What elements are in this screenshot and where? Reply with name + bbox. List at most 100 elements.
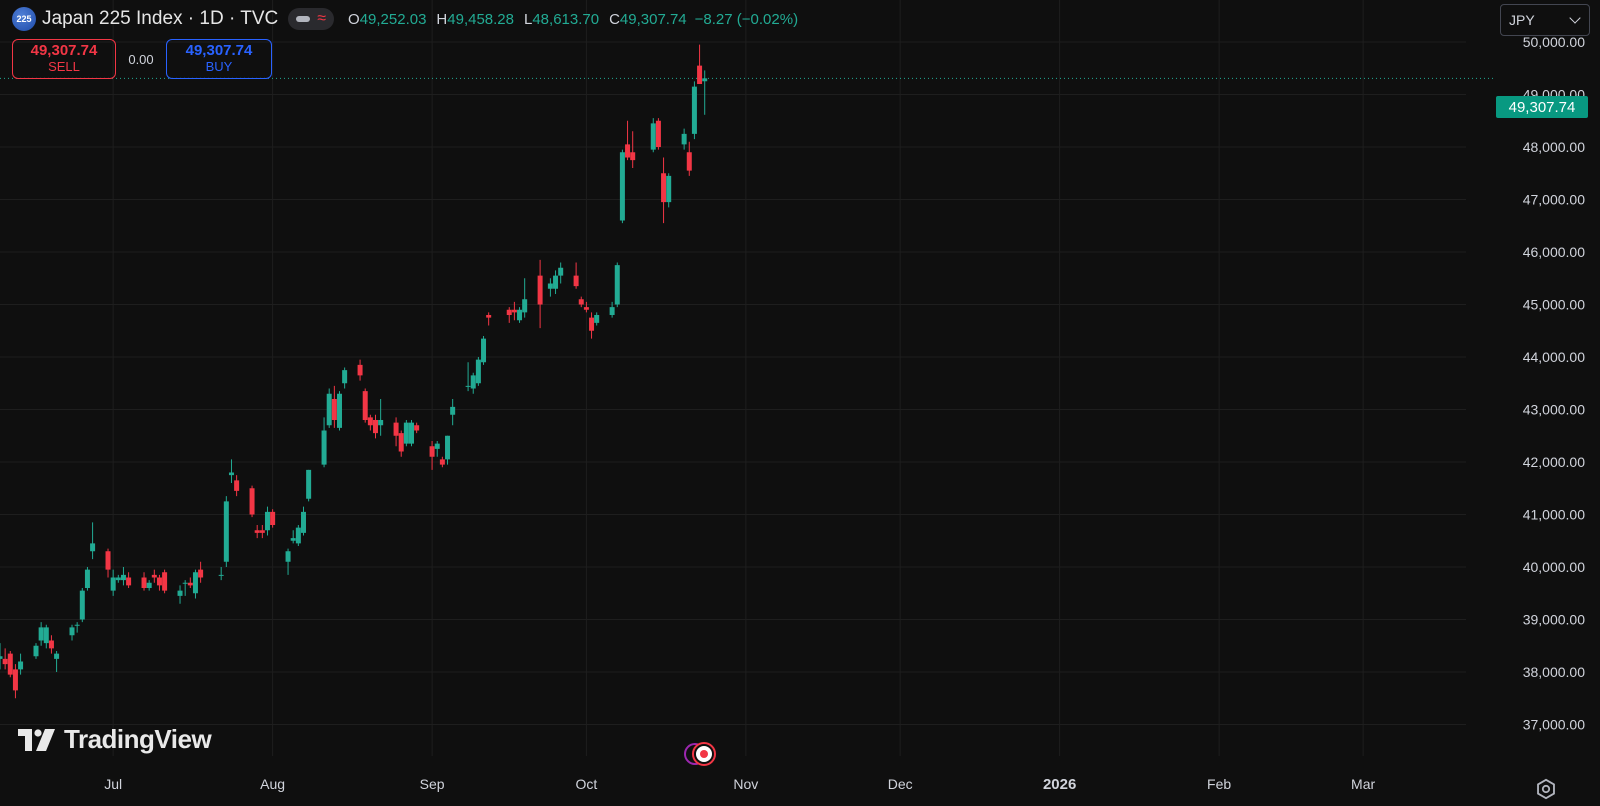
candle (270, 509, 276, 528)
candle (326, 388, 332, 428)
chart-legend: 225 Japan 225 Index · 1D · TVC ≈ O 49,252… (12, 7, 798, 31)
candle (54, 651, 60, 672)
close-label: C (609, 10, 620, 28)
candle (393, 417, 399, 447)
candle-body (331, 399, 337, 420)
time-tick-label: Mar (1351, 776, 1375, 792)
candle (177, 585, 183, 604)
price-tick-label: 48,000.00 (1523, 139, 1585, 155)
candle-body (362, 391, 368, 420)
candle (414, 422, 420, 434)
candle-body (146, 582, 152, 588)
candle (228, 459, 234, 483)
candle (254, 525, 260, 539)
candle-body (326, 393, 332, 426)
candle-body (285, 551, 291, 562)
candle (486, 312, 492, 326)
candle (198, 561, 204, 583)
candle-body (2, 658, 8, 665)
candle (450, 399, 456, 426)
candle-body (470, 375, 476, 389)
candle-body (162, 572, 168, 591)
chart-grid (0, 0, 1466, 756)
candle-body (403, 422, 409, 444)
candle (126, 572, 132, 588)
candle (511, 301, 517, 321)
candle-body (259, 530, 265, 533)
candle (69, 624, 75, 641)
candle-body (84, 569, 90, 588)
sell-button[interactable]: 49,307.74 SELL (12, 39, 116, 79)
price-axis[interactable]: 37,000.00 38,000.00 39,000.00 40,000.00 41,0… (1523, 34, 1585, 733)
events-icon[interactable] (684, 741, 716, 767)
settings-gear-icon[interactable] (1535, 778, 1557, 800)
candle (367, 414, 373, 431)
currency-select[interactable]: JPY (1500, 4, 1590, 36)
candle (259, 525, 265, 539)
candle-body (594, 315, 600, 323)
tradingview-watermark[interactable]: TradingView (18, 724, 212, 755)
price-tick-label: 43,000.00 (1523, 402, 1585, 418)
price-tick-label: 50,000.00 (1523, 34, 1585, 50)
buy-label: BUY (205, 59, 233, 74)
candle (33, 643, 39, 659)
candle (79, 588, 85, 623)
candle-body (475, 359, 481, 384)
candle-body (439, 459, 445, 465)
symbol-logo-icon[interactable]: 225 (12, 7, 36, 31)
close-value: 49,307.74 (619, 10, 687, 28)
candle (517, 307, 523, 323)
candle (234, 475, 240, 497)
candle-body (156, 577, 162, 586)
candle-body (691, 86, 697, 134)
symbol-title[interactable]: Japan 225 Index · 1D · TVC (42, 8, 279, 29)
candle (553, 270, 559, 294)
candle-body (151, 574, 157, 578)
candle (331, 385, 337, 428)
candle (522, 278, 528, 318)
candle-body (589, 317, 595, 331)
candle (84, 567, 90, 591)
candle (650, 118, 656, 153)
candle (192, 569, 198, 599)
candle-body (120, 574, 126, 581)
candle-body (126, 577, 132, 586)
candle-body (630, 152, 636, 161)
candle (506, 307, 512, 323)
candle-body (33, 645, 39, 657)
candle (357, 359, 363, 381)
candle-body (192, 572, 198, 594)
candle-body (48, 640, 54, 649)
last-price-tag: 49,307.74 (1496, 96, 1588, 118)
candle (141, 572, 147, 591)
candle-body (321, 430, 327, 465)
candle (300, 506, 306, 536)
candle-body (90, 543, 96, 552)
candle (625, 120, 631, 161)
candle-body (249, 488, 255, 515)
candle (156, 574, 162, 591)
candle (609, 301, 615, 318)
candle (120, 567, 126, 586)
candle-body (553, 275, 559, 289)
candle (573, 262, 579, 289)
candle-body (336, 393, 342, 428)
candle (264, 506, 270, 536)
candle (403, 420, 409, 447)
candle-body (450, 406, 456, 415)
buy-button[interactable]: 49,307.74 BUY (166, 39, 272, 79)
candle-body (655, 120, 661, 147)
candle (187, 577, 193, 588)
time-axis[interactable]: Jul Aug Sep Oct Nov Dec 2026 Feb Mar (104, 776, 1375, 793)
series-visibility-toggle[interactable]: ≈ (288, 8, 335, 30)
candle-body (702, 78, 708, 82)
candle (306, 469, 312, 502)
open-value: 49,252.03 (359, 10, 427, 28)
candle-body (177, 590, 183, 596)
candle (547, 278, 553, 297)
candle (691, 81, 697, 140)
price-tick-label: 40,000.00 (1523, 559, 1585, 575)
candle-body (43, 627, 49, 644)
candle (589, 312, 595, 339)
